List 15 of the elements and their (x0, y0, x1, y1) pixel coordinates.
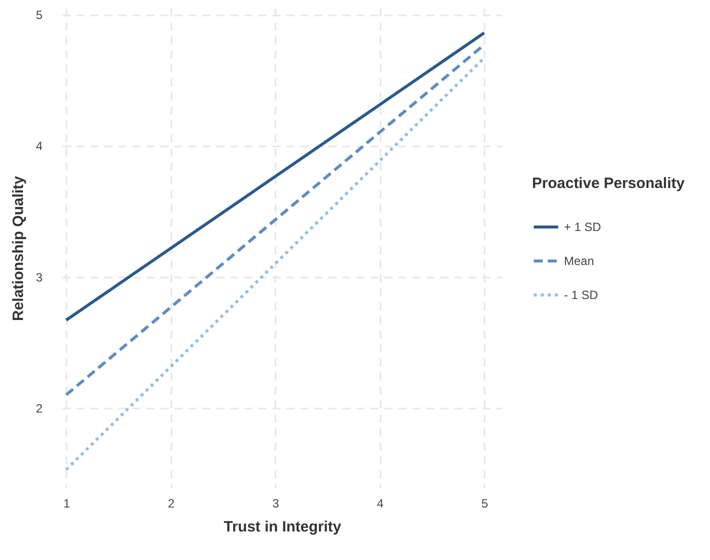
x-tick-label: 4 (376, 496, 384, 510)
legend-label: - 1 SD (564, 288, 598, 302)
x-tick-label: 1 (63, 496, 70, 510)
y-tick-label: 5 (36, 8, 43, 22)
x-tick-label: 5 (481, 496, 488, 510)
y-tick-label: 4 (36, 139, 43, 154)
x-tick-label: 3 (272, 496, 280, 510)
legend-label: + 1 SD (564, 220, 602, 234)
y-tick-label: 2 (36, 402, 43, 416)
y-tick-label: 3 (36, 270, 43, 284)
legend-label: Mean (564, 254, 594, 268)
y-axis-title: Relationship Quality (10, 175, 27, 322)
legend-title: Proactive Personality (532, 175, 686, 192)
x-tick-label: 2 (168, 496, 175, 510)
x-axis-title: Trust in Integrity (224, 518, 342, 536)
